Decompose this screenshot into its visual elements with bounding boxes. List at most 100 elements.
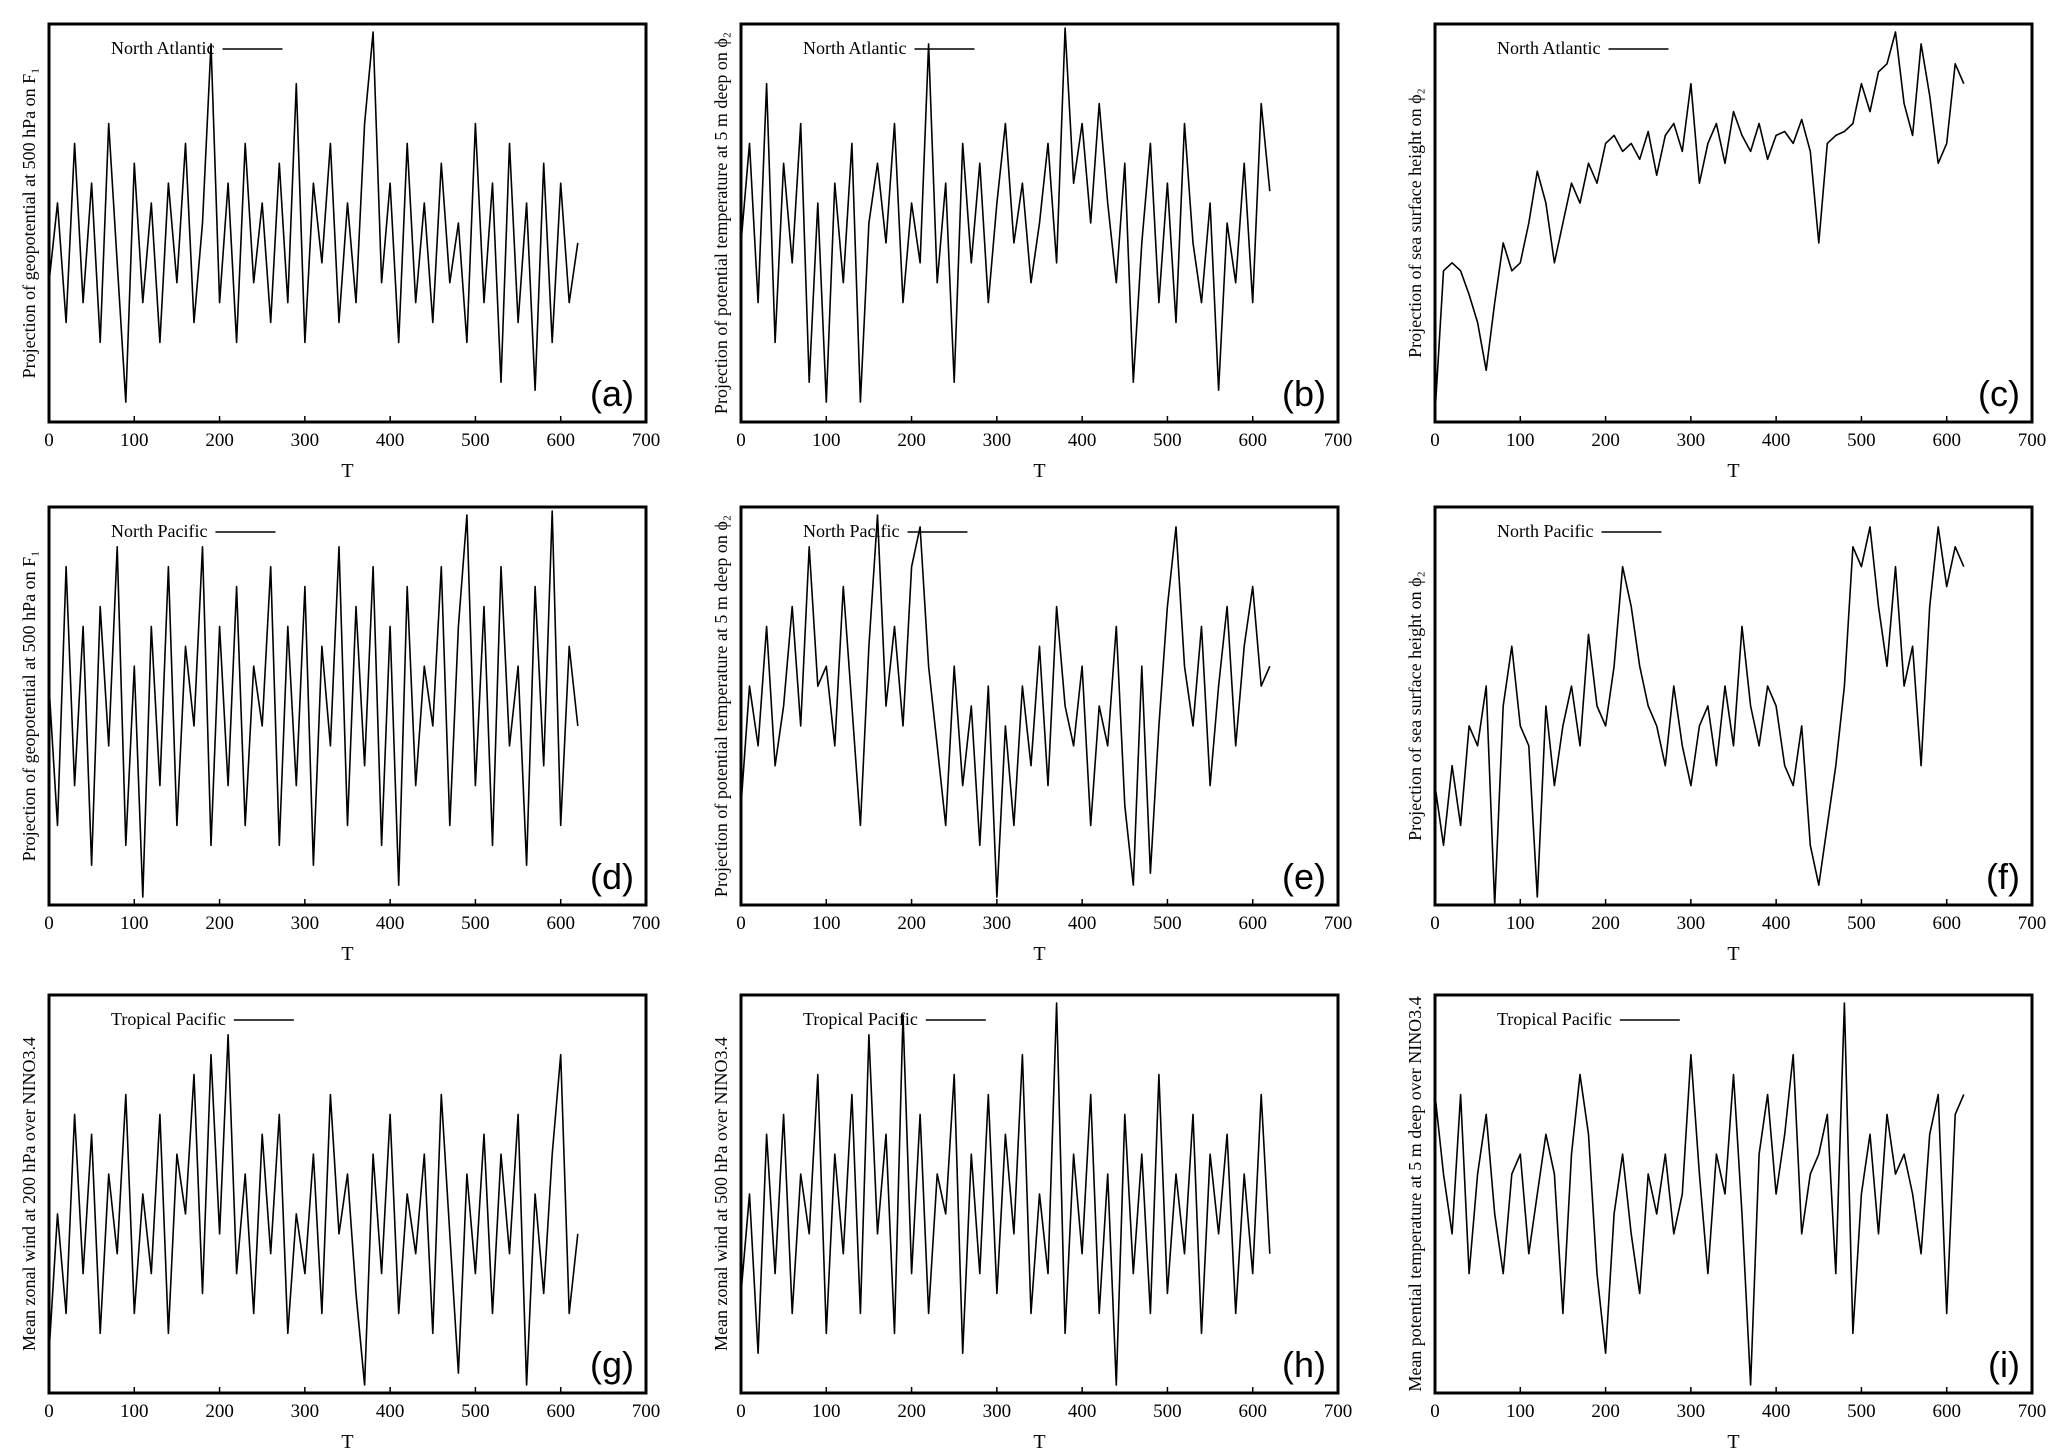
plot-frame bbox=[739, 22, 1340, 424]
x-axis-label: T bbox=[1727, 1431, 1739, 1453]
data-line bbox=[740, 1002, 1271, 1386]
plot-frame bbox=[47, 22, 648, 424]
plot-frame bbox=[739, 505, 1340, 907]
x-tick-label: 300 bbox=[291, 430, 320, 451]
panel: 0 100 200 300 400 500 600 700 North Pacific T Proj… bbox=[711, 505, 1353, 965]
x-tick-label: 500 bbox=[1153, 430, 1182, 451]
plot-frame bbox=[1433, 993, 2034, 1395]
legend-label: Tropical Pacific bbox=[803, 1009, 918, 1029]
x-tick-label: 500 bbox=[461, 913, 490, 934]
panel: 0 100 200 300 400 500 600 700 Tropical Pacific T M… bbox=[1405, 993, 2046, 1453]
panel: 0 100 200 300 400 500 600 700 Tropical Pacific T M… bbox=[711, 993, 1353, 1453]
x-axis-label: T bbox=[1727, 460, 1739, 482]
plot-frame bbox=[47, 993, 648, 1395]
panel: 0 100 200 300 400 500 600 700 North Atlantic T Pro… bbox=[1405, 22, 2046, 482]
panel-label: (f) bbox=[1986, 856, 2020, 897]
x-tick-label: 600 bbox=[1932, 1401, 1961, 1422]
x-tick-label: 500 bbox=[1153, 913, 1182, 934]
x-tick-label: 400 bbox=[376, 913, 405, 934]
legend-label: North Atlantic bbox=[803, 38, 906, 58]
x-tick-label: 0 bbox=[44, 430, 54, 451]
data-line bbox=[740, 27, 1271, 403]
x-tick-label: 0 bbox=[44, 1401, 54, 1422]
x-tick-label: 100 bbox=[120, 430, 149, 451]
panel: 0 100 200 300 400 500 600 700 North Pacific T Proj… bbox=[19, 505, 661, 965]
legend-label: North Pacific bbox=[111, 521, 207, 541]
x-tick-label: 0 bbox=[736, 430, 746, 451]
panel-label: (a) bbox=[590, 373, 634, 414]
x-axis-label: T bbox=[341, 943, 353, 965]
x-tick-label: 500 bbox=[461, 430, 490, 451]
data-line bbox=[48, 31, 579, 403]
y-axis-label: Projection of potential temperature at 5… bbox=[711, 515, 731, 897]
x-tick-label: 100 bbox=[1506, 913, 1535, 934]
x-tick-label: 300 bbox=[291, 913, 320, 934]
x-tick-label: 200 bbox=[205, 430, 234, 451]
y-axis-label: Projection of geopotential at 500 hPa on… bbox=[19, 68, 39, 379]
x-tick-label: 400 bbox=[1068, 430, 1097, 451]
data-line bbox=[1434, 1002, 1965, 1386]
panel: 0 100 200 300 400 500 600 700 Tropical Pacific T M… bbox=[19, 993, 660, 1453]
panel-label: (i) bbox=[1988, 1344, 2020, 1385]
x-tick-label: 500 bbox=[1847, 913, 1876, 934]
x-tick-label: 500 bbox=[1847, 1401, 1876, 1422]
plot-frame bbox=[1433, 22, 2034, 424]
x-tick-label: 700 bbox=[1324, 913, 1353, 934]
x-tick-label: 100 bbox=[1506, 1401, 1535, 1422]
x-tick-label: 500 bbox=[1847, 430, 1876, 451]
x-axis-label: T bbox=[1033, 460, 1045, 482]
x-tick-label: 200 bbox=[1591, 430, 1620, 451]
panel-label: (c) bbox=[1978, 373, 2020, 414]
x-tick-label: 300 bbox=[291, 1401, 320, 1422]
x-tick-label: 600 bbox=[1932, 430, 1961, 451]
data-line bbox=[48, 510, 579, 898]
panel: 0 100 200 300 400 500 600 700 North Atlantic T Pro… bbox=[19, 22, 660, 482]
y-axis-label: Mean potential temperature at 5 m deep o… bbox=[1405, 996, 1425, 1391]
x-tick-label: 400 bbox=[376, 430, 405, 451]
x-tick-label: 100 bbox=[812, 430, 841, 451]
legend-label: Tropical Pacific bbox=[111, 1009, 226, 1029]
panel-label: (b) bbox=[1282, 373, 1326, 414]
x-tick-label: 300 bbox=[1677, 913, 1706, 934]
x-tick-label: 700 bbox=[1324, 1401, 1353, 1422]
x-tick-label: 300 bbox=[983, 913, 1012, 934]
data-line bbox=[1434, 526, 1965, 906]
panel: 0 100 200 300 400 500 600 700 North Pacific T Proj… bbox=[1405, 505, 2047, 965]
x-tick-label: 400 bbox=[1068, 913, 1097, 934]
x-tick-label: 600 bbox=[546, 1401, 575, 1422]
plot-frame bbox=[739, 993, 1340, 1395]
x-tick-label: 600 bbox=[1238, 1401, 1267, 1422]
x-tick-label: 100 bbox=[812, 1401, 841, 1422]
x-axis-label: T bbox=[1033, 1431, 1045, 1453]
x-tick-label: 600 bbox=[1238, 913, 1267, 934]
x-tick-label: 0 bbox=[736, 1401, 746, 1422]
y-axis-label: Mean zonal wind at 200 hPa over NINO3.4 bbox=[19, 1037, 39, 1351]
x-tick-label: 400 bbox=[1068, 1401, 1097, 1422]
legend-label: North Pacific bbox=[1497, 521, 1593, 541]
x-tick-label: 0 bbox=[44, 913, 54, 934]
legend-label: North Atlantic bbox=[1497, 38, 1600, 58]
x-tick-label: 0 bbox=[1430, 1401, 1440, 1422]
x-tick-label: 600 bbox=[546, 430, 575, 451]
x-axis-label: T bbox=[1033, 943, 1045, 965]
x-tick-label: 400 bbox=[1762, 913, 1791, 934]
x-tick-label: 200 bbox=[897, 913, 926, 934]
x-tick-label: 300 bbox=[983, 1401, 1012, 1422]
y-axis-label: Projection of geopotential at 500 hPa on… bbox=[19, 551, 39, 862]
x-tick-label: 200 bbox=[205, 1401, 234, 1422]
x-axis-label: T bbox=[341, 460, 353, 482]
y-axis-label: Projection of sea surface height on ϕ₂ bbox=[1405, 88, 1425, 358]
x-tick-label: 500 bbox=[1153, 1401, 1182, 1422]
x-tick-label: 100 bbox=[1506, 430, 1535, 451]
x-tick-label: 600 bbox=[1238, 430, 1267, 451]
x-tick-label: 0 bbox=[1430, 913, 1440, 934]
legend-label: Tropical Pacific bbox=[1497, 1009, 1612, 1029]
x-tick-label: 600 bbox=[1932, 913, 1961, 934]
x-tick-label: 700 bbox=[2018, 913, 2047, 934]
x-tick-label: 700 bbox=[632, 913, 661, 934]
panel-label: (e) bbox=[1282, 856, 1326, 897]
plot-frame bbox=[47, 505, 648, 907]
x-tick-label: 300 bbox=[1677, 1401, 1706, 1422]
legend-label: North Pacific bbox=[803, 521, 899, 541]
